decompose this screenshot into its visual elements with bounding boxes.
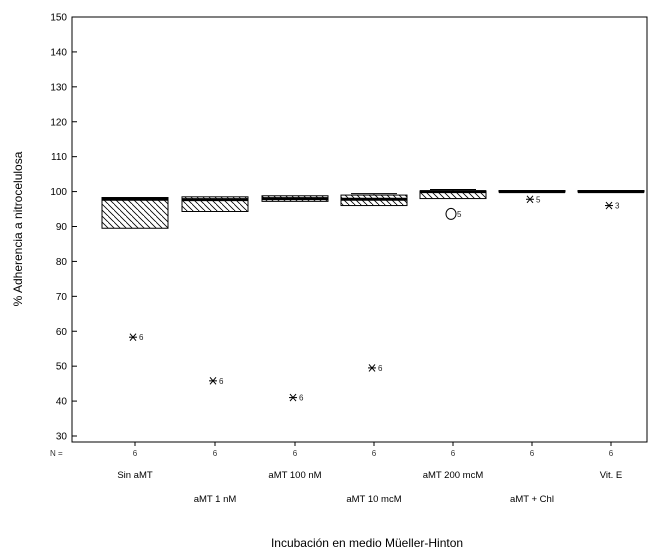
y-tick-label: 140	[50, 47, 67, 58]
outlier-star: 6	[209, 377, 224, 386]
box-3	[340, 193, 408, 207]
y-tick-label: 150	[50, 13, 67, 24]
x-category-label: aMT 10 mcM	[346, 494, 401, 505]
y-axis: 150 140 130 120 110 100 90 80 70 60 50 40 30	[50, 13, 77, 443]
x-category-label: aMT 1 nM	[194, 494, 237, 505]
box-6	[577, 190, 645, 194]
y-tick-label: 50	[56, 362, 68, 373]
outlier-star: 6	[368, 364, 383, 373]
outlier-star: 6	[289, 394, 304, 403]
n-count: 6	[133, 449, 138, 458]
y-tick-label: 40	[56, 397, 68, 408]
y-tick-label: 30	[56, 432, 68, 443]
y-tick-label: 110	[51, 152, 67, 163]
y-tick-label: 120	[50, 117, 67, 128]
outlier-label: 6	[139, 333, 144, 342]
outlier-label: 5	[457, 210, 462, 219]
outlier-star: 3	[605, 202, 620, 211]
box-1	[181, 196, 249, 212]
outlier-label: 3	[615, 202, 620, 211]
n-prefix-label: N =	[50, 449, 63, 458]
outlier-series: 6 6 6 6 5 5 3	[129, 195, 620, 403]
n-count: 6	[451, 449, 456, 458]
y-tick-label: 70	[56, 292, 68, 303]
plot-area	[71, 16, 648, 443]
outlier-star: 5	[526, 195, 541, 204]
outlier-label: 6	[219, 377, 224, 386]
outlier-label: 6	[299, 394, 304, 403]
box-2	[261, 195, 329, 202]
box-iqr	[101, 197, 169, 229]
n-count: 6	[609, 449, 614, 458]
outlier-label: 5	[536, 195, 541, 204]
y-tick-label: 130	[50, 82, 67, 93]
y-tick-label: 100	[50, 187, 67, 198]
box-series	[101, 188, 645, 229]
y-axis-title: % Adherencia a nitrocelulosa	[11, 151, 25, 306]
n-count: 6	[372, 449, 377, 458]
n-count: 6	[293, 449, 298, 458]
x-axis-title: Incubación en medio Müeller-Hinton	[271, 536, 463, 550]
outlier-circle: 5	[445, 207, 462, 220]
n-count-row: N = 6 6 6 6 6 6 6	[50, 442, 614, 458]
y-tick-label: 80	[56, 257, 68, 268]
x-category-label: aMT 200 mcM	[423, 470, 484, 481]
box-5	[498, 190, 566, 194]
outlier-label: 6	[378, 364, 383, 373]
x-category-label: aMT + Chl	[510, 494, 554, 505]
y-tick-label: 90	[56, 222, 68, 233]
outlier-star: 6	[129, 333, 144, 342]
y-tick-label: 60	[56, 327, 68, 338]
box-4	[419, 188, 487, 200]
x-category-label: aMT 100 nM	[268, 470, 321, 481]
x-category-label: Vit. E	[600, 470, 623, 481]
box-0	[101, 197, 169, 229]
x-category-label: Sin aMT	[117, 470, 153, 481]
n-count: 6	[530, 449, 535, 458]
n-count: 6	[213, 449, 218, 458]
x-axis-labels: Sin aMT aMT 1 nM aMT 100 nM aMT 10 mcM aMT 2…	[117, 470, 622, 505]
